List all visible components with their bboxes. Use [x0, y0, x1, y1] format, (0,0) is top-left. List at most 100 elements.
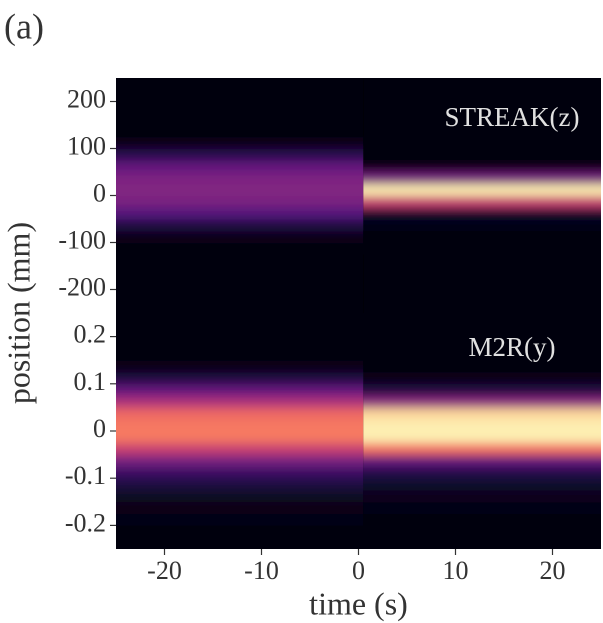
- heatmap-cell: [363, 347, 601, 361]
- heatmap-cell: [116, 359, 364, 373]
- heatmap: [116, 313, 601, 549]
- heatmap-cell: [116, 136, 364, 149]
- y-axis-label: position (mm): [0, 222, 36, 404]
- y-tick-label: 200: [67, 84, 106, 113]
- heatmap-cell: [363, 89, 601, 102]
- heatmap: [116, 78, 601, 313]
- y-tick-label: -200: [58, 272, 106, 301]
- heatmap-cell: [116, 395, 364, 408]
- y-tick-label: 0: [93, 414, 106, 443]
- heatmap-cell: [363, 313, 601, 326]
- heatmap-cell: [363, 324, 601, 338]
- heatmap-cell: [116, 78, 364, 91]
- heatmap-cell: [363, 465, 601, 479]
- x-tick-label: 10: [443, 556, 469, 585]
- heatmap-cell: [116, 183, 364, 196]
- heatmap-cell: [116, 501, 364, 515]
- x-axis-label: time (s): [309, 585, 408, 621]
- heatmap-cell: [363, 442, 601, 456]
- heatmap-cell: [363, 265, 601, 279]
- heatmap-cell: [363, 124, 601, 138]
- heatmap-cell: [363, 406, 601, 420]
- heatmap-cell: [116, 206, 364, 220]
- heatmap-clip: [116, 78, 601, 313]
- panel-label: (a): [4, 6, 44, 46]
- y-tick-label: 0.1: [74, 367, 107, 396]
- heatmap-cell: [363, 206, 601, 220]
- heatmap-cell: [363, 277, 601, 290]
- heatmap-cell: [116, 218, 364, 232]
- y-tick-label: 0: [93, 178, 106, 207]
- heatmap-cell: [363, 136, 601, 149]
- heatmap-cell: [363, 536, 601, 549]
- heatmap-cell: [116, 465, 364, 479]
- heatmap-cell: [116, 300, 364, 313]
- heatmap-cell: [116, 347, 364, 361]
- heatmap-cell: [116, 159, 364, 173]
- heatmap-cell: [116, 289, 364, 302]
- heatmap-cell: [363, 501, 601, 515]
- y-tick-label: -0.1: [65, 461, 106, 490]
- x-tick-label: 0: [352, 556, 365, 585]
- heatmap-cell: [363, 195, 601, 208]
- heatmap-cell: [363, 242, 601, 255]
- heatmap-cell: [363, 489, 601, 503]
- heatmap-cell: [116, 383, 364, 397]
- heatmap-clip: [116, 313, 601, 549]
- heatmap-cell: [116, 442, 364, 456]
- heatmap-cell: [116, 336, 364, 349]
- annotation: M2R(y): [469, 332, 556, 362]
- x-tick-label: -10: [244, 556, 279, 585]
- heatmap-cell: [363, 383, 601, 397]
- heatmap-cell: [363, 78, 601, 91]
- heatmap-cell: [116, 195, 364, 208]
- heatmap-cell: [363, 418, 601, 432]
- heatmap-cell: [116, 454, 364, 467]
- heatmap-cell: [363, 148, 601, 161]
- heatmap-cell: [116, 430, 364, 444]
- heatmap-cell: [116, 277, 364, 290]
- heatmap-cell: [116, 371, 364, 385]
- heatmap-cell: [363, 477, 601, 491]
- heatmap-cell: [363, 159, 601, 173]
- heatmap-cell: [363, 183, 601, 196]
- heatmap-cell: [363, 300, 601, 313]
- heatmap-cell: [116, 418, 364, 432]
- heatmap-cell: [363, 454, 601, 467]
- y-tick-label: -0.2: [65, 508, 106, 537]
- heatmap-cell: [363, 524, 601, 538]
- heatmap-cell: [363, 101, 601, 114]
- heatmap-cell: [363, 218, 601, 232]
- heatmap-cell: [116, 406, 364, 420]
- heatmap-cell: [363, 230, 601, 243]
- heatmap-cell: [116, 101, 364, 114]
- heatmap-cell: [363, 112, 601, 126]
- x-tick-label: 20: [540, 556, 566, 585]
- heatmap-cell: [116, 524, 364, 538]
- heatmap-cell: [116, 513, 364, 526]
- heatmap-cell: [116, 171, 364, 185]
- annotation: STREAK(z): [445, 102, 580, 132]
- heatmap-cell: [116, 536, 364, 549]
- heatmap-cell: [363, 253, 601, 267]
- y-tick-label: 100: [67, 131, 106, 160]
- heatmap-cell: [363, 289, 601, 302]
- heatmap-cell: [363, 513, 601, 526]
- y-tick-label: 0.2: [74, 320, 107, 349]
- heatmap-cell: [116, 242, 364, 255]
- heatmap-cell: [363, 336, 601, 349]
- heatmap-cell: [116, 89, 364, 102]
- heatmap-cell: [363, 395, 601, 408]
- y-tick-label: -100: [58, 225, 106, 254]
- heatmap-cell: [363, 171, 601, 185]
- heatmap-cell: [116, 477, 364, 491]
- heatmap-cell: [116, 324, 364, 338]
- heatmap-cell: [116, 148, 364, 161]
- heatmap-cell: [116, 230, 364, 243]
- heatmap-cell: [363, 359, 601, 373]
- heatmap-cell: [363, 371, 601, 385]
- heatmap-cell: [363, 430, 601, 444]
- heatmap-cell: [116, 265, 364, 279]
- heatmap-cell: [116, 112, 364, 126]
